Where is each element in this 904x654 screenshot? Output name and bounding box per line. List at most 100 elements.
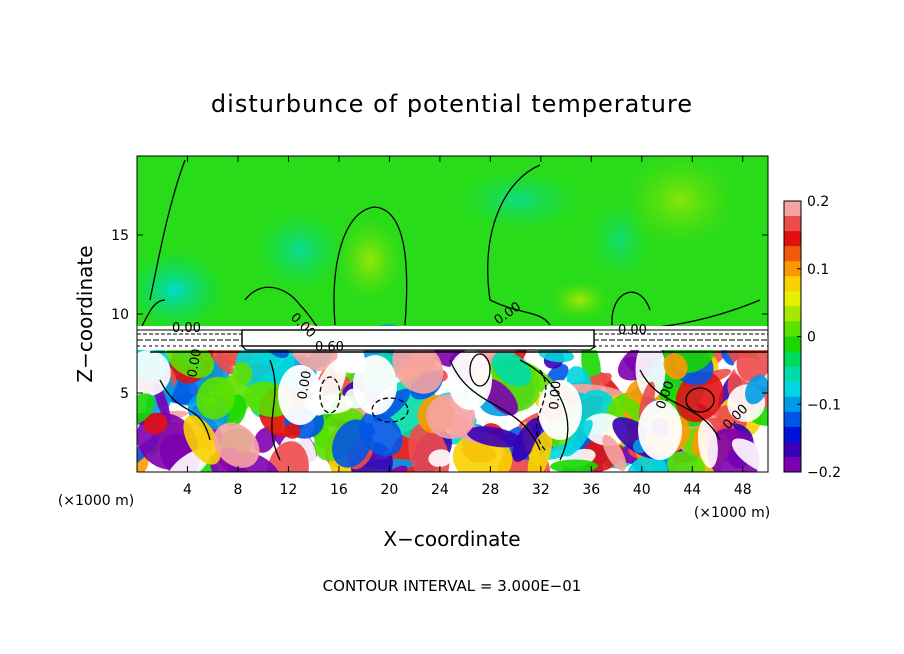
colorbar-swatch — [784, 336, 801, 353]
colorbar-tick-label: −0.1 — [807, 397, 841, 413]
field-blob — [232, 362, 253, 385]
contour-line — [487, 164, 541, 301]
y-axis-label: Z−coordinate — [73, 245, 97, 382]
field-blob — [667, 451, 705, 472]
contour-label: 0.60 — [315, 340, 344, 355]
contour-label: 0.00 — [295, 370, 315, 401]
field-blob — [183, 415, 221, 465]
field-blob — [210, 347, 235, 375]
colorbar-swatch — [784, 366, 801, 383]
field-blob — [353, 355, 397, 415]
colorbar-swatch — [784, 381, 801, 398]
contour-line — [519, 359, 569, 461]
colorbar-swatch — [784, 291, 801, 307]
contour-line — [159, 379, 211, 441]
colorbar-swatch — [784, 456, 801, 473]
cyan-patch — [137, 250, 225, 330]
x-tick-label: 40 — [633, 482, 651, 498]
field-blob — [253, 427, 276, 453]
colorbar-swatch — [784, 411, 801, 428]
contour-label: 0.00 — [185, 348, 205, 379]
field-blob — [626, 455, 668, 472]
contour-lines — [139, 159, 761, 461]
contour-line — [371, 397, 409, 423]
x-tick-label: 44 — [683, 482, 701, 498]
contour-interval-note: CONTOUR INTERVAL = 3.000E−01 — [323, 577, 582, 595]
contour-line — [269, 359, 281, 461]
field-blob — [564, 419, 593, 457]
field-blob — [483, 378, 518, 416]
x-tick-label: 16 — [330, 482, 348, 498]
field-blob — [213, 422, 260, 468]
colorbar-swatch — [784, 426, 801, 443]
colorbar-swatch — [784, 441, 801, 458]
y-tick-label: 5 — [120, 386, 129, 402]
x-tick-label: 20 — [380, 482, 398, 498]
colorbar-swatch — [784, 231, 801, 247]
inversion-plateau — [241, 329, 595, 347]
inversion-plateau-edge — [241, 345, 597, 351]
contour-line — [333, 206, 408, 326]
field-blob — [283, 423, 301, 439]
field-blob — [745, 374, 768, 405]
contour-line — [489, 299, 551, 326]
colorbar-swatch — [784, 246, 801, 262]
x-tick-label: 32 — [532, 482, 550, 498]
contour-line — [611, 291, 651, 326]
field-blob — [538, 347, 575, 363]
contour-line — [469, 353, 491, 387]
field-blob — [602, 434, 627, 471]
x-tick-label: 4 — [183, 482, 192, 498]
colorbar-swatch — [784, 306, 801, 322]
contour-line — [449, 359, 541, 451]
field-blob — [266, 441, 309, 472]
heatmap-field — [137, 156, 768, 472]
colorbar-swatch — [784, 276, 801, 292]
colorbar-tick-label: −0.2 — [807, 465, 841, 481]
field-blob — [202, 396, 218, 407]
x-tick-label: 8 — [233, 482, 242, 498]
field-blob — [635, 340, 666, 400]
contour-line — [319, 376, 341, 414]
contour-label: 0.00 — [547, 380, 564, 410]
y-tick-label: 10 — [111, 307, 129, 323]
field-blob — [408, 423, 450, 472]
colorbar-swatch — [784, 261, 801, 277]
field-blob — [428, 449, 452, 468]
warm-patch — [620, 156, 740, 250]
colorbar-tick-label: 0 — [807, 330, 816, 346]
inversion-band — [137, 326, 768, 353]
x-unit-label-left: (×1000 m) — [58, 493, 134, 509]
field-blob — [384, 465, 408, 472]
contour-label: 0.00 — [172, 321, 201, 336]
field-blob — [638, 400, 682, 460]
x-axis-label: X−coordinate — [383, 527, 520, 551]
field-blob — [697, 419, 718, 468]
warm-patch — [550, 280, 610, 320]
x-tick-label: 28 — [481, 482, 499, 498]
contour-label: 0.00 — [618, 323, 647, 338]
field-blob — [278, 365, 322, 425]
contour-line — [535, 369, 547, 451]
field-blob — [663, 352, 688, 380]
field-blob — [143, 412, 168, 435]
field-blob — [731, 438, 768, 472]
colorbar-swatch — [784, 351, 801, 368]
field-blob — [466, 426, 522, 448]
contour-line — [685, 387, 715, 413]
x-tick-label: 36 — [582, 482, 600, 498]
colorbar-swatch — [784, 321, 801, 337]
colorbar-swatch — [784, 396, 801, 413]
cyan-patch — [255, 210, 345, 290]
x-tick-label: 12 — [280, 482, 298, 498]
x-tick-label: 48 — [734, 482, 752, 498]
colorbar-tick-label: 0.2 — [807, 194, 829, 210]
contour-line — [639, 369, 721, 441]
field-blob — [448, 350, 492, 410]
contour-line — [139, 299, 166, 331]
contour-line — [149, 159, 186, 301]
field-blob — [392, 339, 444, 394]
chart-title: disturbunce of potential temperature — [211, 90, 693, 118]
